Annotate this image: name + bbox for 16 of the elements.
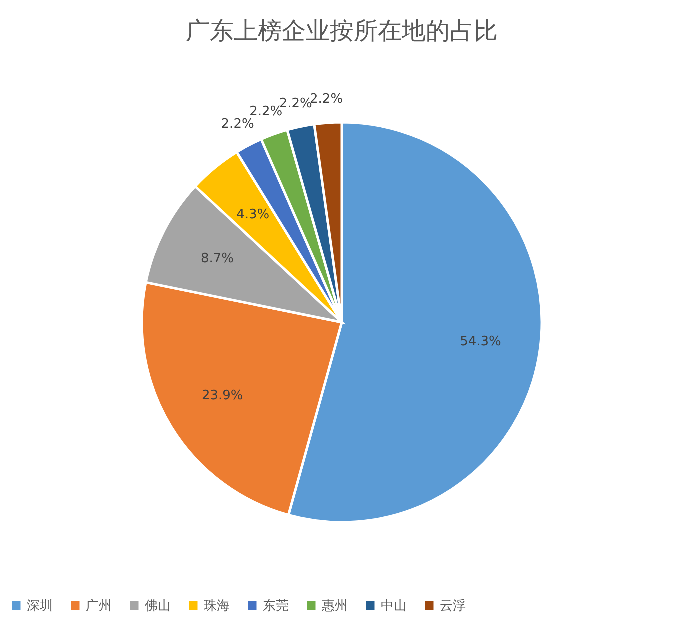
legend-label: 云浮 bbox=[440, 598, 466, 614]
data-label: 4.3% bbox=[236, 207, 270, 222]
legend-label: 佛山 bbox=[145, 598, 171, 614]
data-label: 54.3% bbox=[460, 334, 502, 350]
chart-title: 广东上榜企业按所在地的占比 bbox=[186, 17, 498, 45]
data-label: 2.2% bbox=[221, 117, 254, 132]
legend-label: 广州 bbox=[86, 598, 112, 614]
legend-label: 惠州 bbox=[321, 598, 348, 614]
data-label: 2.2% bbox=[250, 104, 283, 120]
legend-label: 珠海 bbox=[204, 598, 230, 614]
data-label: 2.2% bbox=[310, 92, 344, 108]
data-label: 23.9% bbox=[202, 388, 244, 404]
legend-label: 东莞 bbox=[263, 598, 289, 614]
data-label: 8.7% bbox=[200, 252, 234, 267]
legend-label: 深圳 bbox=[27, 598, 53, 614]
legend-label: 中山 bbox=[381, 598, 407, 614]
